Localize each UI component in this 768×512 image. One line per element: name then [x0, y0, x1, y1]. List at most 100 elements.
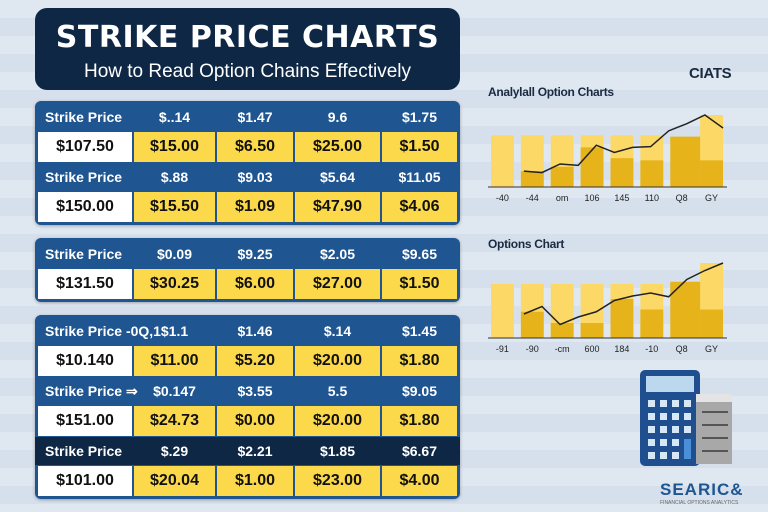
- price-cell: $1.80: [381, 405, 458, 437]
- strike-price-cell: $150.00: [37, 191, 133, 223]
- table-row: $150.00 $15.50 $1.09 $47.90 $4.06: [37, 191, 458, 223]
- strike-price-cell: $131.50: [37, 268, 133, 300]
- series-line: [523, 262, 724, 326]
- table-row: $101.00 $20.04 $1.00 $23.00 $4.00: [37, 465, 458, 497]
- x-tick-label: 145: [614, 193, 629, 203]
- header-cell: $1.47: [237, 109, 273, 125]
- x-tick-label: 600: [585, 344, 600, 354]
- price-cell: $1.00: [216, 465, 294, 497]
- bar-dark: [580, 323, 604, 338]
- chart-2: Options Chart -91 -90 -cm 600 184 -10 Q8 GY: [484, 235, 729, 360]
- strike-price-cell: $151.00: [37, 405, 133, 437]
- price-cell: $47.90: [294, 191, 381, 223]
- header-cell: $1.85: [319, 443, 356, 459]
- header-cell: $0.147: [153, 383, 196, 399]
- price-cell: $20.00: [294, 405, 381, 437]
- header-cell: $2.21: [237, 443, 273, 459]
- header-cell: $9.03: [237, 169, 273, 185]
- price-cell: $24.73: [133, 405, 216, 437]
- strike-price-label: Strike Price: [45, 246, 123, 262]
- strike-price-label: Strike Price ⇒: [45, 382, 138, 399]
- header-cell: $2.05: [319, 246, 356, 262]
- price-cell: $20.00: [294, 345, 381, 377]
- strike-price-label: Strike Price: [45, 109, 123, 125]
- bar-light: [491, 135, 514, 187]
- table-row: $10.140 $11.00 $5.20 $20.00 $1.80: [37, 345, 458, 377]
- bar-dark: [580, 147, 604, 187]
- price-cell: $1.09: [216, 191, 294, 223]
- header-cell: $5.64: [319, 169, 356, 185]
- price-cell: $23.00: [294, 465, 381, 497]
- price-cell: $0.00: [216, 405, 294, 437]
- header-cell: $3.55: [237, 383, 273, 399]
- page-title: STRIKE PRICE CHARTS: [55, 20, 440, 55]
- bar-dark: [610, 158, 634, 187]
- header-cell: 9.6: [327, 109, 348, 125]
- option-table: Strike Price $..14 $1.47 9.6 $1.75 $107.50 $15…: [35, 101, 460, 225]
- header-cell: $..14: [158, 109, 191, 125]
- header-cell: $9.05: [401, 383, 438, 399]
- x-tick-label: -cm: [555, 344, 570, 354]
- bar-dark: [700, 309, 723, 338]
- chart-svg: -40 -44 om 106 145 110 Q8 GY: [488, 114, 727, 203]
- table-header-row: Strike Price $.29 $2.21 $1.85 $6.67: [35, 437, 460, 465]
- brand-logo: SEARIC& FINANCIAL OPTIONS ANALYTICS: [660, 480, 744, 506]
- strike-price-label: Strike Price: [45, 169, 123, 185]
- price-cell: $6.00: [216, 268, 294, 300]
- table-header-row: Strike Price $.88 $9.03 $5.64 $11.05: [37, 163, 458, 191]
- strike-price-label: Strike Price: [45, 443, 123, 459]
- chart-svg: -91 -90 -cm 600 184 -10 Q8 GY: [488, 262, 727, 354]
- price-cell: $1.80: [381, 345, 458, 377]
- price-cell: $25.00: [294, 131, 381, 163]
- x-tick-label: Q8: [676, 344, 688, 354]
- header-cell: 5.5: [327, 383, 348, 399]
- x-tick-label: 184: [614, 344, 629, 354]
- x-tick-label: -40: [496, 193, 509, 203]
- bar-light: [491, 284, 514, 338]
- x-tick-label: -10: [645, 344, 658, 354]
- price-cell: $11.00: [133, 345, 216, 377]
- header-cell: $0.09: [156, 246, 193, 262]
- bar-dark: [610, 299, 634, 338]
- price-cell: $6.50: [216, 131, 294, 163]
- x-tick-label: Q8: [676, 193, 688, 203]
- table-header-row: Strike Price $..14 $1.47 9.6 $1.75: [37, 103, 458, 131]
- price-cell: $1.50: [381, 268, 458, 300]
- bar-dark: [640, 160, 664, 187]
- x-tick-label: -44: [526, 193, 539, 203]
- bar-dark: [640, 309, 664, 338]
- x-tick-label: 110: [645, 193, 659, 203]
- price-cell: $20.04: [133, 465, 216, 497]
- header-cell: $1.75: [401, 109, 438, 125]
- chart-1: Analylall Option Charts CIATS -40 -44 om 10…: [484, 65, 732, 210]
- header-cell: $1.1: [160, 323, 189, 339]
- price-cell: $4.00: [381, 465, 458, 497]
- bar-dark: [520, 171, 544, 187]
- strike-price-cell: $10.140: [37, 345, 133, 377]
- table-header-row: Strike Price -0Q,1 $1.1 $1.46 $.14 $1.45: [37, 317, 458, 345]
- table-header-row: Strike Price ⇒ $0.147 $3.55 5.5 $9.05: [37, 377, 458, 405]
- bar-dark: [550, 323, 574, 338]
- logo-text: SEARIC&: [660, 480, 744, 499]
- bar-dark: [700, 160, 723, 187]
- calculator-icon: [640, 370, 732, 466]
- table-header-row: Strike Price $0.09 $9.25 $2.05 $9.65: [37, 240, 458, 268]
- header-cell: $9.25: [237, 246, 273, 262]
- title-banner: STRIKE PRICE CHARTS How to Read Option C…: [35, 8, 460, 90]
- header-cell: $6.67: [401, 443, 438, 459]
- bar-dark: [520, 311, 544, 338]
- table-row: $107.50 $15.00 $6.50 $25.00 $1.50: [37, 131, 458, 163]
- series-line: [523, 114, 724, 174]
- option-table: Strike Price -0Q,1 $1.1 $1.46 $.14 $1.45 $10.…: [35, 315, 460, 499]
- x-tick-label: om: [556, 193, 569, 203]
- price-cell: $15.50: [133, 191, 216, 223]
- header-cell: $.29: [160, 443, 189, 459]
- bar-dark: [670, 281, 704, 338]
- price-cell: $27.00: [294, 268, 381, 300]
- price-cell: $15.00: [133, 131, 216, 163]
- page-subtitle: How to Read Option Chains Effectively: [83, 61, 412, 82]
- header-cell: $1.46: [237, 323, 273, 339]
- logo-tagline: FINANCIAL OPTIONS ANALYTICS: [660, 500, 739, 506]
- header-cell: $.14: [323, 323, 352, 339]
- x-tick-label: -90: [526, 344, 539, 354]
